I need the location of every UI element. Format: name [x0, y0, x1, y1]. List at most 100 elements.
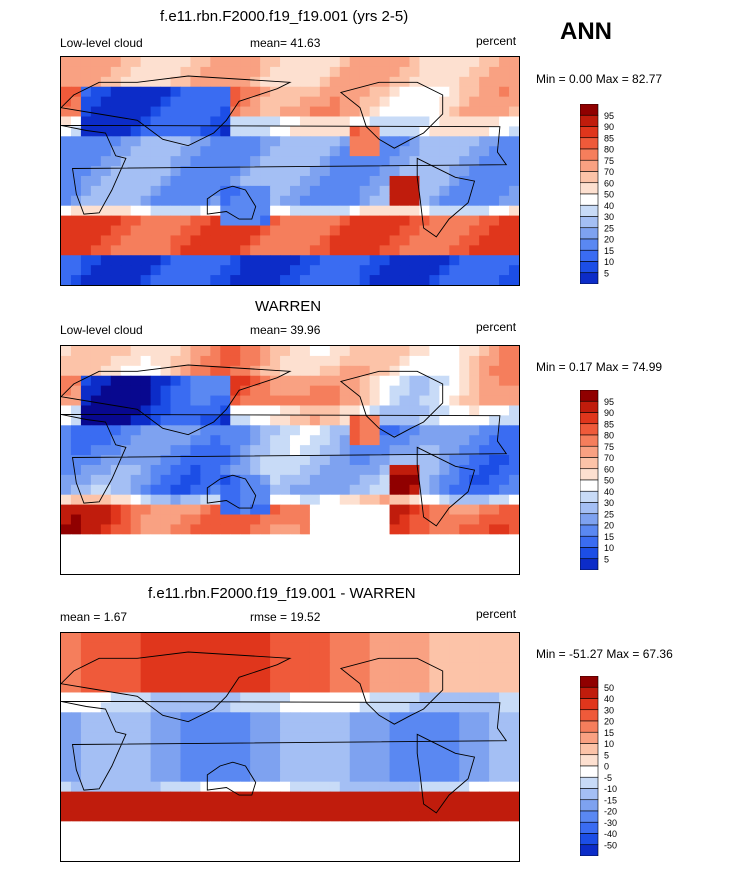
map-cell: [130, 355, 142, 367]
map-cell: [180, 781, 191, 793]
map-cell: [80, 672, 92, 684]
map-cell: [399, 524, 410, 535]
map-cell: [110, 415, 122, 426]
map-cell: [140, 564, 152, 574]
map-cell: [319, 702, 331, 713]
map-cell: [309, 781, 321, 793]
map-cell: [250, 791, 261, 803]
map-cell: [379, 811, 391, 822]
map-cell: [339, 682, 351, 693]
map-cell: [110, 116, 122, 127]
colorbar-tick-label: 10: [604, 543, 614, 553]
map-cell: [240, 484, 251, 496]
map-cell: [509, 732, 519, 743]
map-cell: [379, 395, 391, 406]
map-cell: [329, 375, 341, 387]
map-cell: [479, 445, 490, 456]
colorbar-tick-label: 95: [604, 111, 614, 121]
map-cell: [369, 524, 381, 535]
map-cell: [389, 831, 401, 842]
map-cell: [329, 791, 341, 803]
map-cell: [429, 76, 440, 88]
map-cell: [349, 801, 361, 812]
map-cell: [399, 375, 410, 387]
map-cell: [479, 215, 490, 227]
map-cell: [230, 751, 241, 763]
map-cell: [499, 215, 510, 227]
map-cell: [230, 534, 241, 545]
map-cell: [180, 76, 191, 88]
map-cell: [489, 116, 500, 127]
map-cell: [369, 156, 381, 167]
map-cell: [429, 245, 440, 256]
map-cell: [120, 106, 132, 117]
map-cell: [270, 831, 281, 842]
map-cell: [379, 455, 391, 466]
map-cell: [170, 801, 181, 812]
map-cell: [110, 682, 122, 693]
map-cell: [399, 464, 410, 476]
map-cell: [389, 642, 401, 654]
map-cell: [479, 662, 490, 674]
map-cell: [469, 76, 480, 88]
colorbar-tick-label: -30: [604, 818, 617, 828]
map-cell: [439, 642, 450, 654]
map-cell: [280, 554, 291, 565]
map-cell: [240, 116, 251, 127]
map-cell: [389, 672, 401, 684]
map-cell: [319, 534, 331, 545]
map-cell: [180, 514, 191, 525]
map-cell: [150, 365, 162, 377]
map-cell: [280, 841, 291, 852]
colorbar-tick-label: 5: [604, 268, 609, 278]
map-cell: [339, 195, 351, 207]
map-cell: [280, 514, 291, 525]
map-cell: [190, 175, 201, 187]
map-cell: [339, 464, 351, 476]
map-cell: [70, 702, 82, 713]
map-cell: [479, 146, 490, 157]
map-cell: [309, 66, 321, 78]
map-cell: [130, 86, 142, 98]
map-cell: [389, 156, 401, 167]
map-cell: [280, 544, 291, 555]
map-cell: [130, 106, 142, 117]
map-cell: [160, 732, 172, 743]
map-cell: [439, 821, 450, 832]
map-cell: [70, 76, 82, 88]
map-cell: [479, 395, 490, 406]
map-cell: [509, 464, 519, 476]
map-cell: [240, 355, 251, 367]
map-cell: [240, 682, 251, 693]
map-cell: [419, 225, 430, 236]
map-cell: [509, 395, 519, 406]
map-cell: [230, 742, 241, 753]
map-cell: [329, 652, 341, 664]
map-cell: [170, 554, 181, 565]
map-cell: [200, 255, 211, 266]
map-cell: [449, 544, 460, 555]
map-cell: [260, 682, 271, 693]
map-cell: [459, 275, 470, 285]
map-cell: [419, 801, 430, 812]
map-cell: [509, 255, 519, 266]
map-cell: [220, 66, 231, 78]
map-cell: [70, 484, 82, 496]
map-cell: [280, 405, 291, 416]
map-cell: [409, 801, 420, 812]
map-cell: [409, 86, 420, 98]
map-cell: [190, 821, 201, 832]
map-cell: [61, 415, 72, 426]
map-cell: [210, 682, 221, 693]
map-cell: [110, 425, 122, 436]
map-cell: [110, 225, 122, 236]
map-cell: [489, 106, 500, 117]
map-cell: [349, 811, 361, 822]
map-cell: [389, 742, 401, 753]
map-cell: [459, 702, 470, 713]
map-cell: [449, 633, 460, 644]
map-cell: [369, 136, 381, 147]
colorbar-box: [579, 423, 599, 436]
map-cell: [349, 751, 361, 763]
map-cell: [260, 564, 271, 574]
